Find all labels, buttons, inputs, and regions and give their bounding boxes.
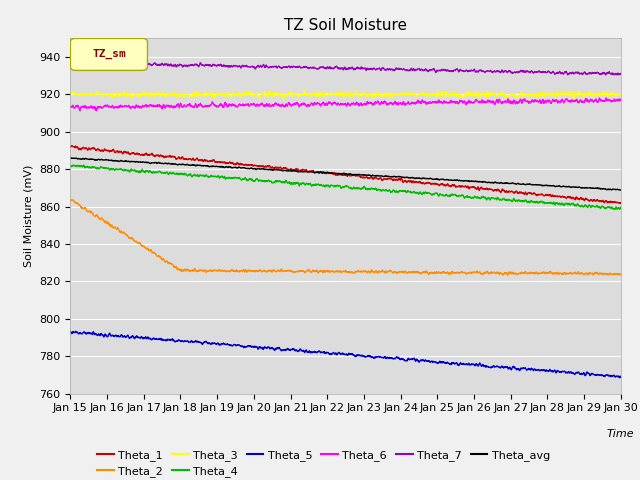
Theta_7 [362,67,369,72]
Theta_4 [568,201,576,206]
Theta_2 [362,268,369,274]
Theta_7 [67,60,74,65]
Theta_avg [362,172,369,178]
Line: Theta_6: Theta_6 [70,98,621,111]
Y-axis label: Soil Moisture (mV): Soil Moisture (mV) [24,165,34,267]
Theta_6 [568,98,576,104]
Theta_6 [596,95,604,101]
Theta_6 [374,98,381,104]
Theta_avg [374,173,381,179]
Theta_5 [72,328,79,334]
Theta_avg [67,155,74,161]
Theta_7 [374,66,381,72]
Theta_3 [374,91,381,96]
Theta_4 [611,206,619,212]
Line: Theta_4: Theta_4 [70,165,621,209]
Line: Theta_3: Theta_3 [70,91,621,99]
Theta_3 [220,93,228,99]
Theta_3 [353,88,360,94]
Theta_1 [362,174,369,180]
Theta_4 [220,174,228,180]
Theta_1 [617,200,625,206]
Theta_5 [362,354,369,360]
Theta_2 [67,197,74,203]
Theta_6 [362,101,369,107]
Theta_5 [220,341,228,347]
Theta_2 [220,267,228,273]
Theta_avg [617,187,625,193]
Title: TZ Soil Moisture: TZ Soil Moisture [284,18,407,33]
Theta_7 [602,72,609,78]
Theta_3 [362,92,369,98]
Theta_6 [617,97,625,103]
Theta_5 [506,364,513,370]
Theta_2 [506,270,513,276]
Theta_4 [506,197,513,203]
Theta_7 [584,71,591,77]
Theta_3 [584,93,592,98]
Theta_5 [616,375,624,381]
Theta_3 [67,89,74,95]
Theta_avg [584,185,591,191]
Theta_2 [374,270,381,276]
Theta_3 [617,92,625,98]
Theta_7 [617,71,625,76]
Theta_5 [67,329,74,335]
Theta_5 [374,354,381,360]
Theta_1 [568,195,576,201]
Theta_5 [617,373,625,379]
Theta_1 [584,197,591,203]
Theta_avg [506,180,513,186]
Theta_3 [506,93,513,99]
Theta_4 [362,186,369,192]
Theta_1 [67,144,74,150]
Theta_6 [220,103,228,108]
Theta_4 [584,204,591,210]
Line: Theta_1: Theta_1 [70,145,621,203]
Theta_6 [93,108,100,114]
Theta_avg [220,165,228,170]
Theta_6 [506,98,513,104]
Theta_2 [617,272,625,277]
Theta_6 [584,97,591,103]
Legend: Theta_1, Theta_2, Theta_3, Theta_4, Theta_5, Theta_6, Theta_7, Theta_avg: Theta_1, Theta_2, Theta_3, Theta_4, Thet… [93,445,554,480]
Theta_3 [570,96,577,102]
Theta_4 [374,188,381,193]
Text: TZ_sm: TZ_sm [92,49,126,60]
Theta_2 [69,197,77,203]
Theta_5 [584,370,591,376]
Theta_7 [506,68,513,74]
Theta_1 [506,189,513,194]
Theta_1 [220,159,228,165]
Theta_4 [617,204,625,210]
X-axis label: Time: Time [607,429,635,439]
Theta_2 [568,271,576,277]
FancyBboxPatch shape [70,38,147,71]
Theta_avg [568,184,576,190]
Theta_2 [584,272,592,278]
Theta_2 [584,272,591,277]
Theta_4 [67,163,74,168]
Theta_1 [616,200,623,206]
Theta_7 [69,59,77,64]
Theta_1 [374,176,381,182]
Line: Theta_5: Theta_5 [70,331,621,378]
Theta_7 [220,62,228,68]
Theta_5 [568,370,576,376]
Line: Theta_2: Theta_2 [70,200,621,275]
Theta_7 [568,70,576,75]
Theta_4 [80,162,88,168]
Theta_6 [67,104,74,110]
Line: Theta_avg: Theta_avg [70,158,621,190]
Theta_1 [68,143,76,148]
Theta_3 [568,89,576,95]
Line: Theta_7: Theta_7 [70,61,621,75]
